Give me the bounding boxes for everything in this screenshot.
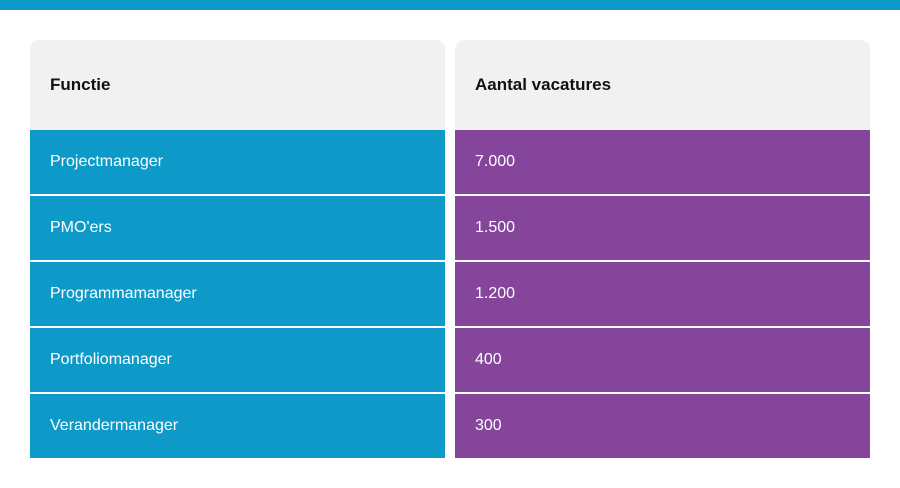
vacancies-cell: 400: [455, 328, 870, 392]
function-cell: Portfoliomanager: [30, 328, 445, 392]
function-cell: Programmamanager: [30, 262, 445, 326]
vacancies-cell: 1.500: [455, 196, 870, 260]
function-column: Functie Projectmanager PMO'ers Programma…: [30, 40, 445, 458]
function-column-header: Functie: [30, 40, 445, 130]
function-cell: PMO'ers: [30, 196, 445, 260]
vacancies-column: Aantal vacatures 7.000 1.500 1.200 400 3…: [455, 40, 870, 458]
vacancies-cell: 7.000: [455, 130, 870, 194]
vacancies-cell: 1.200: [455, 262, 870, 326]
vacancies-cell: 300: [455, 394, 870, 458]
vacancies-column-header: Aantal vacatures: [455, 40, 870, 130]
top-accent-bar: [0, 0, 900, 10]
function-cell: Verandermanager: [30, 394, 445, 458]
function-cell: Projectmanager: [30, 130, 445, 194]
